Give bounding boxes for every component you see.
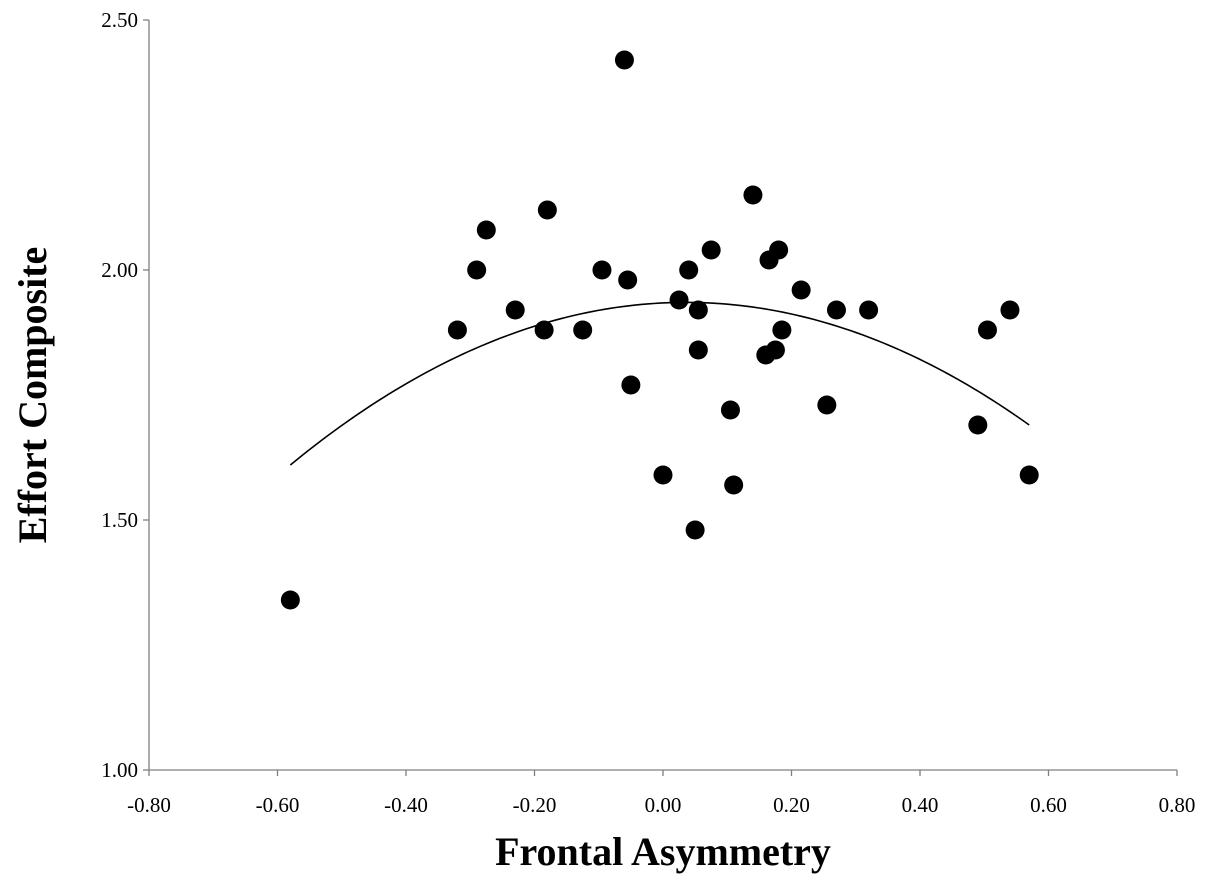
data-point	[614, 50, 634, 70]
data-point	[769, 240, 789, 260]
x-tick-label: 0.40	[902, 793, 939, 817]
data-point	[701, 240, 721, 260]
data-point	[826, 300, 846, 320]
data-point	[968, 415, 988, 435]
data-point	[765, 340, 785, 360]
y-tick-label: 1.50	[101, 508, 138, 532]
x-tick-label: 0.80	[1159, 793, 1196, 817]
y-axis-ticks: 1.00 1.50 2.00 2.50	[101, 8, 149, 782]
data-point	[467, 260, 487, 280]
data-point	[592, 260, 612, 280]
y-axis-title: Effort Composite	[10, 247, 55, 544]
data-point	[1000, 300, 1020, 320]
x-tick-label: -0.80	[127, 793, 171, 817]
data-point	[685, 520, 705, 540]
data-point	[724, 475, 744, 495]
data-point	[720, 400, 740, 420]
trendline-layer	[289, 301, 1030, 466]
data-point	[772, 320, 792, 340]
x-tick-label: -0.60	[256, 793, 300, 817]
data-point	[621, 375, 641, 395]
data-point	[573, 320, 593, 340]
points-layer	[280, 50, 1039, 610]
x-tick-label: -0.20	[513, 793, 557, 817]
data-point	[688, 300, 708, 320]
data-point	[447, 320, 467, 340]
data-point	[791, 280, 811, 300]
y-tick-label: 1.00	[101, 758, 138, 782]
data-point	[688, 340, 708, 360]
data-point	[817, 395, 837, 415]
data-point	[534, 320, 554, 340]
y-tick-label: 2.00	[101, 258, 138, 282]
x-tick-label: -0.40	[384, 793, 428, 817]
data-point	[653, 465, 673, 485]
axes	[148, 20, 1177, 771]
data-point	[1019, 465, 1039, 485]
x-tick-label: 0.20	[773, 793, 810, 817]
data-point	[618, 270, 638, 290]
data-point	[679, 260, 699, 280]
data-point	[505, 300, 525, 320]
data-point	[280, 590, 300, 610]
y-tick-label: 2.50	[101, 8, 138, 32]
trendline	[289, 301, 1030, 466]
data-point	[537, 200, 557, 220]
x-tick-label: 0.00	[645, 793, 682, 817]
data-point	[743, 185, 763, 205]
data-point	[977, 320, 997, 340]
x-tick-label: 0.60	[1030, 793, 1067, 817]
data-point	[859, 300, 879, 320]
x-axis-title: Frontal Asymmetry	[495, 829, 831, 874]
data-point	[476, 220, 496, 240]
x-axis-ticks: -0.80 -0.60 -0.40 -0.20 0.00 0.20 0.40 0.60 0.80	[127, 770, 1195, 817]
data-point	[669, 290, 689, 310]
